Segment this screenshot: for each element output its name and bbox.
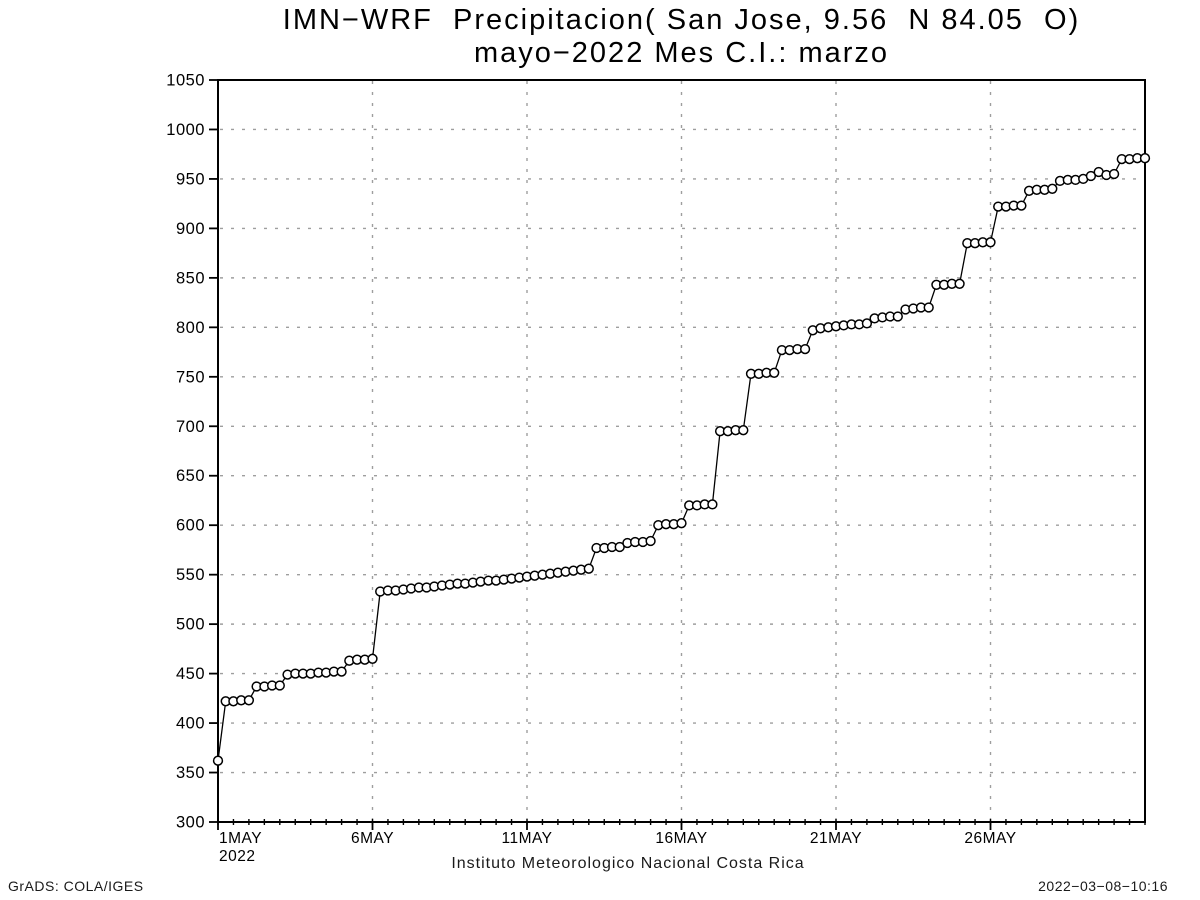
x-axis-caption: Instituto Meteorologico Nacional Costa R… bbox=[451, 855, 805, 872]
data-point-marker bbox=[799, 343, 811, 355]
x-tick-label: 26MAY bbox=[964, 830, 1016, 847]
chart-title-line1: IMN−WRF Precipitacion( San Jose, 9.56 N … bbox=[282, 4, 1081, 36]
x-tick-label: 21MAY bbox=[810, 830, 862, 847]
y-tick-label: 300 bbox=[176, 814, 205, 832]
data-point-marker bbox=[1047, 183, 1058, 194]
y-tick-label: 550 bbox=[176, 566, 205, 584]
x-tick-label: 16MAY bbox=[655, 830, 707, 847]
data-point-marker bbox=[645, 535, 656, 547]
data-point-marker bbox=[861, 318, 873, 329]
data-point-marker bbox=[985, 237, 996, 248]
y-tick-label: 1000 bbox=[166, 121, 205, 139]
y-tick-label: 350 bbox=[176, 764, 205, 782]
data-point-marker bbox=[614, 541, 625, 553]
data-point-marker bbox=[367, 653, 378, 664]
series-markers bbox=[212, 153, 1151, 766]
y-tick-labels: 300 350 400 450 500 550 600 650 700 750 800 850 900 9… bbox=[166, 72, 205, 832]
data-point-marker bbox=[738, 425, 749, 436]
data-point-marker bbox=[1108, 168, 1120, 180]
y-tick-label: 600 bbox=[176, 517, 205, 535]
y-tick-label: 450 bbox=[176, 665, 205, 683]
x-tick-label: 11MAY bbox=[501, 830, 552, 847]
y-tick-label: 800 bbox=[176, 319, 205, 337]
y-tick-label: 1050 bbox=[166, 72, 205, 90]
grads-credit: GrADS: COLA/IGES bbox=[8, 878, 144, 894]
data-point-marker bbox=[243, 695, 255, 706]
h-gridlines bbox=[220, 128, 1144, 774]
y-tick-label: 400 bbox=[176, 715, 205, 733]
y-tick-label: 700 bbox=[176, 418, 205, 436]
y-tick-label: 900 bbox=[176, 220, 205, 238]
x-ticks bbox=[217, 822, 992, 830]
y-tick-label: 850 bbox=[176, 269, 205, 287]
x-tick-label: 6MAY bbox=[351, 830, 394, 847]
data-point-marker bbox=[1139, 153, 1151, 164]
data-point-marker bbox=[707, 499, 718, 510]
y-tick-label: 650 bbox=[176, 467, 205, 485]
data-point-marker bbox=[1085, 170, 1097, 182]
data-point-marker bbox=[274, 680, 285, 691]
x-tick-label: 1MAY bbox=[219, 830, 262, 847]
chart-title: IMN−WRF Precipitacion( San Jose, 9.56 N … bbox=[218, 4, 1145, 70]
data-point-marker bbox=[676, 518, 687, 529]
y-tick-label: 950 bbox=[176, 170, 205, 188]
chart-title-line2: mayo−2022 Mes C.I.: marzo bbox=[473, 37, 890, 69]
data-point-marker bbox=[954, 278, 965, 289]
y-tick-label: 750 bbox=[176, 368, 205, 386]
data-point-marker bbox=[1016, 200, 1027, 211]
x-tick-labels: 1MAY 6MAY 11MAY 16MAY 21MAY 26MAY 2022 bbox=[219, 830, 1016, 865]
data-point-marker bbox=[769, 367, 780, 378]
data-point-marker bbox=[583, 563, 594, 574]
data-point-marker bbox=[892, 311, 903, 322]
y-ticks bbox=[209, 79, 218, 823]
data-point-marker bbox=[336, 666, 347, 677]
data-point-marker bbox=[212, 755, 224, 766]
data-point-marker bbox=[923, 302, 934, 313]
x-axis-year-label: 2022 bbox=[219, 848, 255, 865]
render-timestamp: 2022−03−08−10:16 bbox=[1038, 878, 1168, 894]
v-gridlines bbox=[371, 81, 992, 821]
y-tick-label: 500 bbox=[176, 616, 205, 634]
